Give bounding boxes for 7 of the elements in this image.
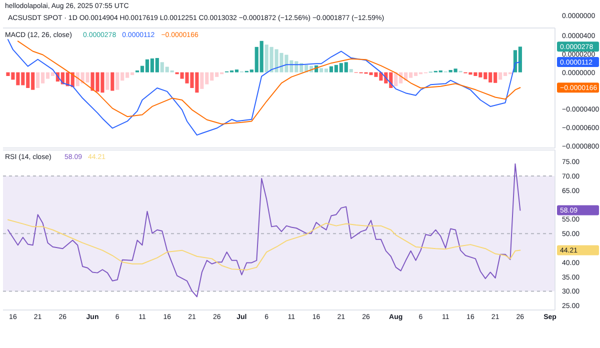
- line-series: [7, 39, 521, 136]
- line-series: [7, 219, 521, 270]
- bar: [349, 69, 353, 72]
- line-series: [17, 40, 521, 124]
- bar: [110, 72, 114, 91]
- line-series: [7, 163, 521, 298]
- bar: [106, 72, 110, 90]
